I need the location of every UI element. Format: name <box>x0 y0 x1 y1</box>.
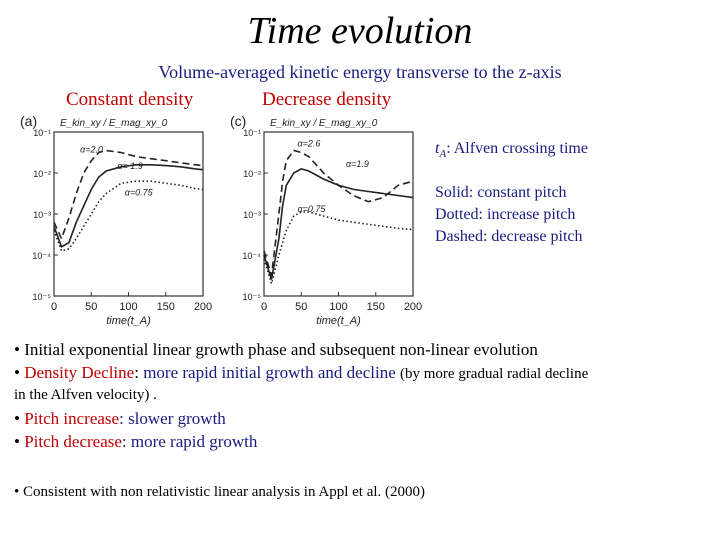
x-tick-label: 0 <box>261 301 267 313</box>
alpha-annotation: α=0.75 <box>125 188 154 198</box>
bullet-4-red: Pitch decrease <box>24 432 122 451</box>
y-tick-label: 10⁻¹ <box>243 128 261 138</box>
slide-subtitle: Volume-averaged kinetic energy transvers… <box>158 62 562 82</box>
plot-frame <box>263 131 414 297</box>
series-dotted <box>263 211 414 287</box>
x-tick-label: 50 <box>85 301 97 313</box>
bullet-5: • Consistent with non relativistic linea… <box>14 484 426 500</box>
y-tick-label: 10⁻³ <box>33 210 51 220</box>
x-tick-label: 100 <box>119 301 137 313</box>
alfven-text: : Alfven crossing time <box>446 140 588 157</box>
y-tick-label: 10⁻⁵ <box>243 292 262 302</box>
alpha-annotation: α=0.75 <box>298 204 327 214</box>
bullet-4: • Pitch decrease: more rapid growth <box>14 432 258 451</box>
alfven-note: tA: Alfven crossing time <box>435 140 588 160</box>
y-tick-label: 10⁻³ <box>243 210 261 220</box>
series-dashed <box>53 149 204 241</box>
x-tick-label: 200 <box>194 301 212 313</box>
bullet-4-blue: : more rapid growth <box>121 432 258 451</box>
series-solid <box>53 163 204 248</box>
y-axis-title: E_kin_xy / E_mag_xy_0 <box>270 118 378 129</box>
alpha-annotation: α=1.9 <box>346 159 369 169</box>
y-axis-title: E_kin_xy / E_mag_xy_0 <box>60 118 168 129</box>
bullet-1: • Initial exponential linear growth phas… <box>14 340 538 359</box>
bullet-2-colon: : <box>134 363 139 382</box>
x-tick-label: 150 <box>157 301 175 313</box>
legend-solid: Solid: constant pitch <box>435 184 567 201</box>
y-tick-label: 10⁻⁴ <box>32 251 51 261</box>
bullet-2-line2: in the Alfven velocity) . <box>14 387 157 403</box>
y-tick-label: 10⁻² <box>243 169 261 179</box>
bullet-5-text: Consistent with non relativistic linear … <box>23 484 426 500</box>
bullet-1-text: Initial exponential linear growth phase … <box>24 340 538 359</box>
x-axis-title: time(t_A) <box>106 315 151 327</box>
constant-density-label: Constant density <box>66 89 194 110</box>
series-dashed <box>263 149 414 276</box>
x-axis-title: time(t_A) <box>316 315 361 327</box>
bullet-3-red: Pitch increase <box>24 409 120 428</box>
bullet-2-red: Density Decline <box>24 363 135 382</box>
y-tick-label: 10⁻² <box>33 169 51 179</box>
x-tick-label: 50 <box>295 301 307 313</box>
bullet-2: • Density Decline: more rapid initial gr… <box>14 363 589 382</box>
slide-title: Time evolution <box>247 10 473 52</box>
bullet-3-blue: : slower growth <box>119 409 226 428</box>
y-tick-label: 10⁻¹ <box>33 128 51 138</box>
bullet-2-blue: more rapid initial growth and decline <box>143 363 396 382</box>
bullet-2-tail: (by more gradual radial decline <box>400 366 589 382</box>
bullet-3: • Pitch increase: slower growth <box>14 409 226 428</box>
y-tick-label: 10⁻⁵ <box>33 292 52 302</box>
chart-panel-a: (a) E_kin_xy / E_mag_xy_0 0 50 100 150 200 10⁻¹… <box>20 113 212 327</box>
x-tick-label: 200 <box>404 301 422 313</box>
legend-dashed: Dashed: decrease pitch <box>435 228 583 245</box>
y-tick-label: 10⁻⁴ <box>242 251 261 261</box>
plot-frame <box>53 131 204 297</box>
alpha-annotation: α=2.6 <box>298 138 321 148</box>
alfven-symbol: t <box>435 140 440 157</box>
panel-label: (c) <box>230 113 246 129</box>
x-tick-label: 150 <box>367 301 385 313</box>
legend-dotted: Dotted: increase pitch <box>435 206 576 223</box>
decrease-density-label: Decrease density <box>262 89 392 110</box>
series-solid <box>263 168 414 280</box>
series-dotted <box>53 180 204 252</box>
panel-label: (a) <box>20 113 37 129</box>
x-tick-label: 100 <box>329 301 347 313</box>
alpha-annotation: α= 1.9 <box>117 161 142 171</box>
chart-panel-c: (c) E_kin_xy / E_mag_xy_0 0 50 100 150 200 10⁻¹… <box>230 113 422 327</box>
alfven-subscript: A <box>439 148 447 161</box>
alpha-annotation: α=2.0 <box>80 145 103 155</box>
x-tick-label: 0 <box>51 301 57 313</box>
